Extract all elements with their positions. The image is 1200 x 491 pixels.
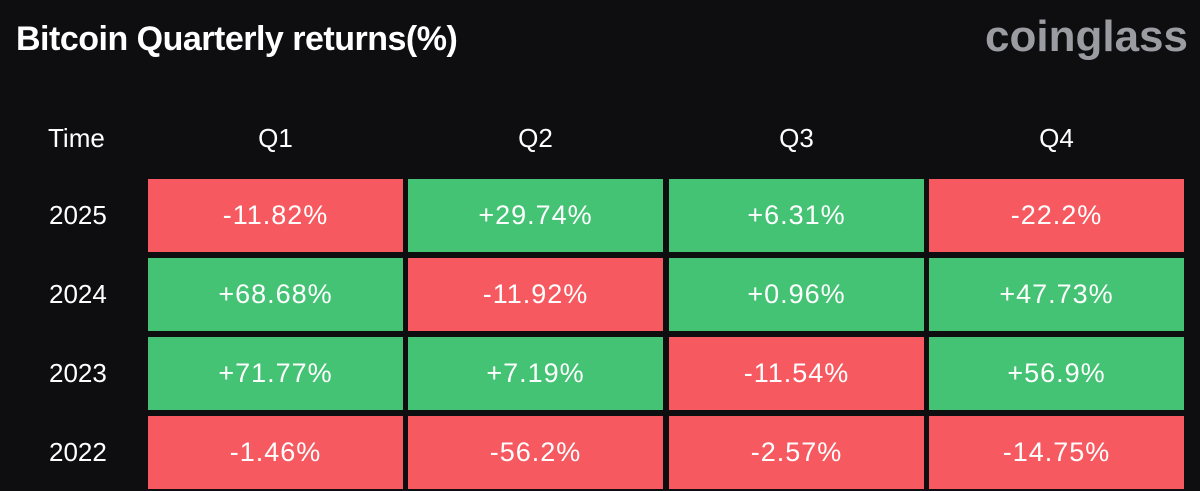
return-cell-2024-q4: +47.73%: [929, 258, 1184, 331]
chart-title: Bitcoin Quarterly returns(%): [16, 20, 458, 58]
return-cell-2025-q2: +29.74%: [408, 179, 663, 252]
row-label-2024: 2024: [49, 279, 107, 309]
row-label-2025: 2025: [49, 200, 107, 230]
return-cell-2024-q3: +0.96%: [669, 258, 924, 331]
return-cell-2022-q1: -1.46%: [148, 416, 403, 489]
column-header-q1: Q1: [258, 123, 293, 153]
return-cell-2023-q4: +56.9%: [929, 337, 1184, 410]
row-label-2022: 2022: [49, 437, 107, 467]
return-cell-2023-q3: -11.54%: [669, 337, 924, 410]
column-header-q3: Q3: [779, 123, 814, 153]
return-cell-2022-q2: -56.2%: [408, 416, 663, 489]
row-label-2023: 2023: [49, 358, 107, 388]
return-cell-2022-q4: -14.75%: [929, 416, 1184, 489]
return-cell-2024-q1: +68.68%: [148, 258, 403, 331]
return-cell-2025-q3: +6.31%: [669, 179, 924, 252]
return-cell-2025-q1: -11.82%: [148, 179, 403, 252]
coinglass-logo: coinglass: [985, 12, 1188, 61]
return-cell-2024-q2: -11.92%: [408, 258, 663, 331]
return-cell-2023-q2: +7.19%: [408, 337, 663, 410]
return-cell-2023-q1: +71.77%: [148, 337, 403, 410]
return-cell-2022-q3: -2.57%: [669, 416, 924, 489]
column-header-time: Time: [48, 123, 105, 153]
column-header-q4: Q4: [1039, 123, 1074, 153]
return-cell-2025-q4: -22.2%: [929, 179, 1184, 252]
column-header-q2: Q2: [518, 123, 553, 153]
